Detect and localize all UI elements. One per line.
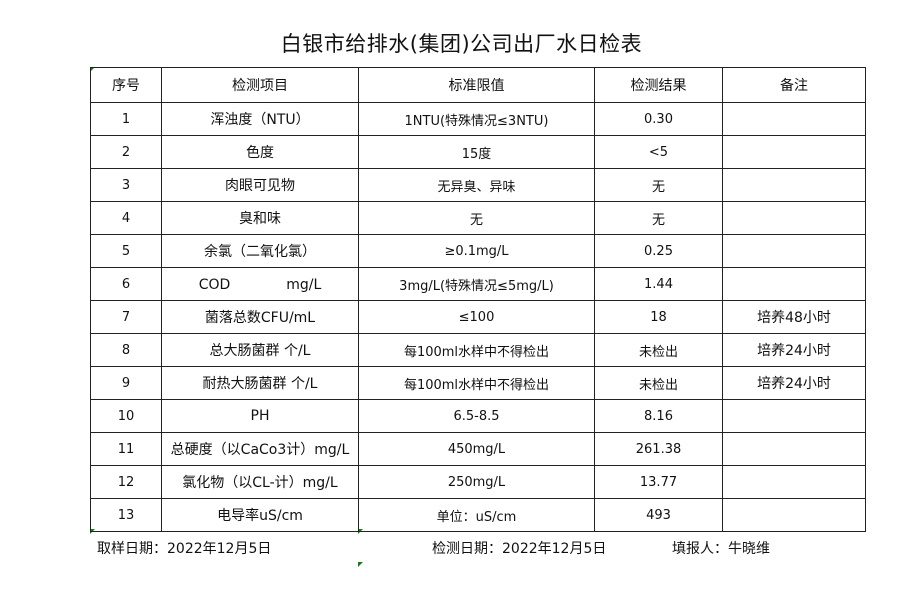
table-cell: 2 [90, 135, 162, 169]
table-cell: 4 [90, 201, 162, 235]
page-title: 白银市给排水(集团)公司出厂水日检表 [280, 32, 643, 56]
table-cell: 每100ml水样中不得检出 [358, 333, 595, 367]
table-cell: 12 [90, 465, 162, 499]
table-cell: 6.5-8.5 [358, 399, 595, 433]
table-row: 6 COD mg/L 3mg/L(特殊情况≤5mg/L) 1.44 [90, 267, 866, 301]
table-cell: 无异臭、异味 [358, 168, 595, 202]
header-cell: 序号 [90, 67, 162, 103]
table-cell: 总大肠菌群 个/L [161, 333, 359, 367]
table-row: 12 氯化物（以CL-计）mg/L 250mg/L 13.77 [90, 465, 866, 499]
cell-marker [358, 562, 363, 567]
table-row: 5 余氯（二氧化氯） ≥0.1mg/L 0.25 [90, 234, 866, 268]
table-cell: PH [161, 399, 359, 433]
table-cell: 8 [90, 333, 162, 367]
table-cell: 10 [90, 399, 162, 433]
table-cell: 450mg/L [358, 432, 595, 466]
table-cell: 15度 [358, 135, 595, 169]
table-cell: 无 [594, 168, 723, 202]
inspection-table: 序号 检测项目 标准限值 检测结果 备注 1 浑浊度（NTU） 1NTU(特殊情况≤… [90, 67, 866, 532]
table-cell [722, 267, 866, 301]
table-cell: 18 [594, 300, 723, 334]
cell-marker [358, 529, 363, 534]
table-cell [722, 102, 866, 136]
table-cell: 3 [90, 168, 162, 202]
table-cell: <5 [594, 135, 723, 169]
table-cell: 7 [90, 300, 162, 334]
table-row: 1 浑浊度（NTU） 1NTU(特殊情况≤3NTU) 0.30 [90, 102, 866, 136]
table-cell: 250mg/L [358, 465, 595, 499]
table-cell: 单位：uS/cm [358, 498, 595, 532]
table-cell: 无 [594, 201, 723, 235]
table-header-row: 序号 检测项目 标准限值 检测结果 备注 [90, 67, 866, 103]
table-row: 4 臭和味无无 [90, 201, 866, 235]
table-row: 11 总硬度（以CaCo3计）mg/L 450mg/L 261.38 [90, 432, 866, 466]
table-row: 10 PH 6.5-8.5 8.16 [90, 399, 866, 433]
table-cell: 8.16 [594, 399, 723, 433]
table-cell: 1 [90, 102, 162, 136]
table-cell: 493 [594, 498, 723, 532]
table-cell: 培养48小时 [722, 300, 866, 334]
table-cell [722, 399, 866, 433]
table-cell: ≥0.1mg/L [358, 234, 595, 268]
cell-marker [90, 529, 95, 534]
table-cell: 13 [90, 498, 162, 532]
header-cell: 备注 [722, 67, 866, 103]
table-cell: 9 [90, 366, 162, 400]
table-row: 7 菌落总数CFU/mL ≤100 18 培养48小时 [90, 300, 866, 334]
table-cell: 培养24小时 [722, 366, 866, 400]
table-cell: 培养24小时 [722, 333, 866, 367]
table-cell: 未检出 [594, 333, 723, 367]
header-cell: 检测结果 [594, 67, 723, 103]
table-row: 13 电导率uS/cm 单位：uS/cm 493 [90, 498, 866, 532]
table-cell: 浑浊度（NTU） [161, 102, 359, 136]
table-cell: 菌落总数CFU/mL [161, 300, 359, 334]
table-cell [722, 135, 866, 169]
table-cell: 5 [90, 234, 162, 268]
test-date: 检测日期：2022年12月5日 [432, 541, 607, 557]
table-cell: 0.30 [594, 102, 723, 136]
table-cell: 每100ml水样中不得检出 [358, 366, 595, 400]
table-cell [722, 465, 866, 499]
table-cell [722, 168, 866, 202]
table-cell: 3mg/L(特殊情况≤5mg/L) [358, 267, 595, 301]
table-cell: 1.44 [594, 267, 723, 301]
table-cell: 余氯（二氧化氯） [161, 234, 359, 268]
header-cell: 检测项目 [161, 67, 359, 103]
table-row: 3 肉眼可见物 无异臭、异味无 [90, 168, 866, 202]
table-cell: 肉眼可见物 [161, 168, 359, 202]
table-cell: 总硬度（以CaCo3计）mg/L [161, 432, 359, 466]
table-cell: 6 [90, 267, 162, 301]
reporter: 填报人：牛晓维 [672, 541, 770, 557]
table-row: 2 色度 15度 <5 [90, 135, 866, 169]
table-row: 9 耐热大肠菌群 个/L 每100ml水样中不得检出 未检出 培养24小时 [90, 366, 866, 400]
table-cell: 261.38 [594, 432, 723, 466]
table-cell [722, 234, 866, 268]
table-cell: 氯化物（以CL-计）mg/L [161, 465, 359, 499]
table-cell [722, 201, 866, 235]
header-cell: 标准限值 [358, 67, 595, 103]
table-cell: COD mg/L [161, 267, 359, 301]
table-row: 8 总大肠菌群 个/L 每100ml水样中不得检出 未检出 培养24小时 [90, 333, 866, 367]
table-cell: 1NTU(特殊情况≤3NTU) [358, 102, 595, 136]
table-cell [722, 498, 866, 532]
table-cell: 未检出 [594, 366, 723, 400]
table-cell: 0.25 [594, 234, 723, 268]
table-cell: 13.77 [594, 465, 723, 499]
sampling-date: 取样日期：2022年12月5日 [97, 541, 272, 557]
table-cell: 无 [358, 201, 595, 235]
table-cell: 臭和味 [161, 201, 359, 235]
table-cell: 11 [90, 432, 162, 466]
table-cell: ≤100 [358, 300, 595, 334]
table-cell: 电导率uS/cm [161, 498, 359, 532]
table-cell [722, 432, 866, 466]
table-cell: 色度 [161, 135, 359, 169]
table-cell: 耐热大肠菌群 个/L [161, 366, 359, 400]
